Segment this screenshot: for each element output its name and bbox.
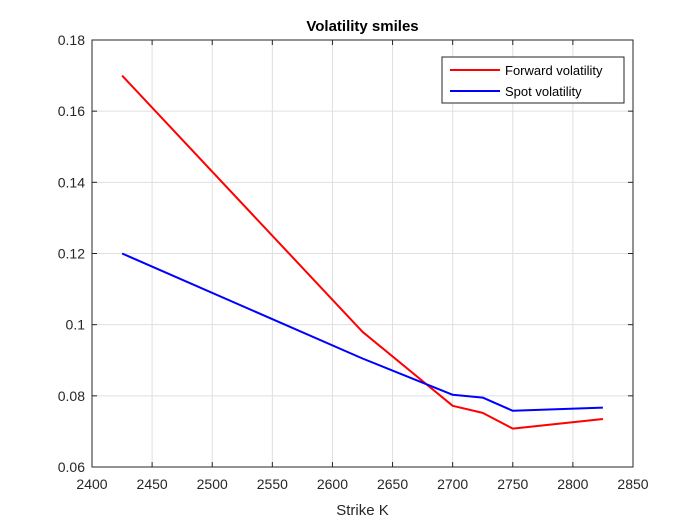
y-tick-label: 0.06 bbox=[58, 459, 85, 475]
x-axis-label: Strike K bbox=[336, 502, 389, 519]
x-tick-label: 2650 bbox=[377, 476, 408, 492]
legend-label: Forward volatility bbox=[505, 63, 603, 78]
chart-title: Volatility smiles bbox=[306, 18, 418, 35]
x-tick-label: 2750 bbox=[497, 476, 528, 492]
legend-box bbox=[441, 56, 625, 104]
tick-marks bbox=[91, 39, 634, 468]
series-line-forward-volatility bbox=[121, 74, 604, 430]
x-tick-label: 2400 bbox=[76, 476, 107, 492]
y-tick-label: 0.18 bbox=[58, 32, 85, 48]
x-tick-label: 2600 bbox=[317, 476, 348, 492]
x-tick-label: 2850 bbox=[617, 476, 648, 492]
legend: Forward volatility Spot volatility bbox=[441, 56, 625, 104]
x-tick-labels: 2400 2450 2500 2550 2600 2650 2700 2750 2800 2850 bbox=[76, 476, 648, 492]
x-tick-label: 2500 bbox=[197, 476, 228, 492]
legend-label: Spot volatility bbox=[505, 84, 582, 99]
y-tick-label: 0.08 bbox=[58, 388, 85, 404]
series-lines bbox=[121, 74, 604, 430]
y-tick-label: 0.16 bbox=[58, 103, 85, 119]
y-tick-label: 0.14 bbox=[58, 174, 85, 190]
y-tick-labels: 0.06 0.08 0.1 0.12 0.14 0.16 0.18 bbox=[58, 32, 85, 475]
x-tick-label: 2550 bbox=[257, 476, 288, 492]
series-line-spot-volatility bbox=[121, 252, 603, 412]
x-tick-label: 2800 bbox=[557, 476, 588, 492]
y-tick-label: 0.1 bbox=[66, 317, 86, 333]
x-tick-label: 2700 bbox=[437, 476, 468, 492]
y-tick-label: 0.12 bbox=[58, 246, 85, 262]
x-tick-label: 2450 bbox=[137, 476, 168, 492]
